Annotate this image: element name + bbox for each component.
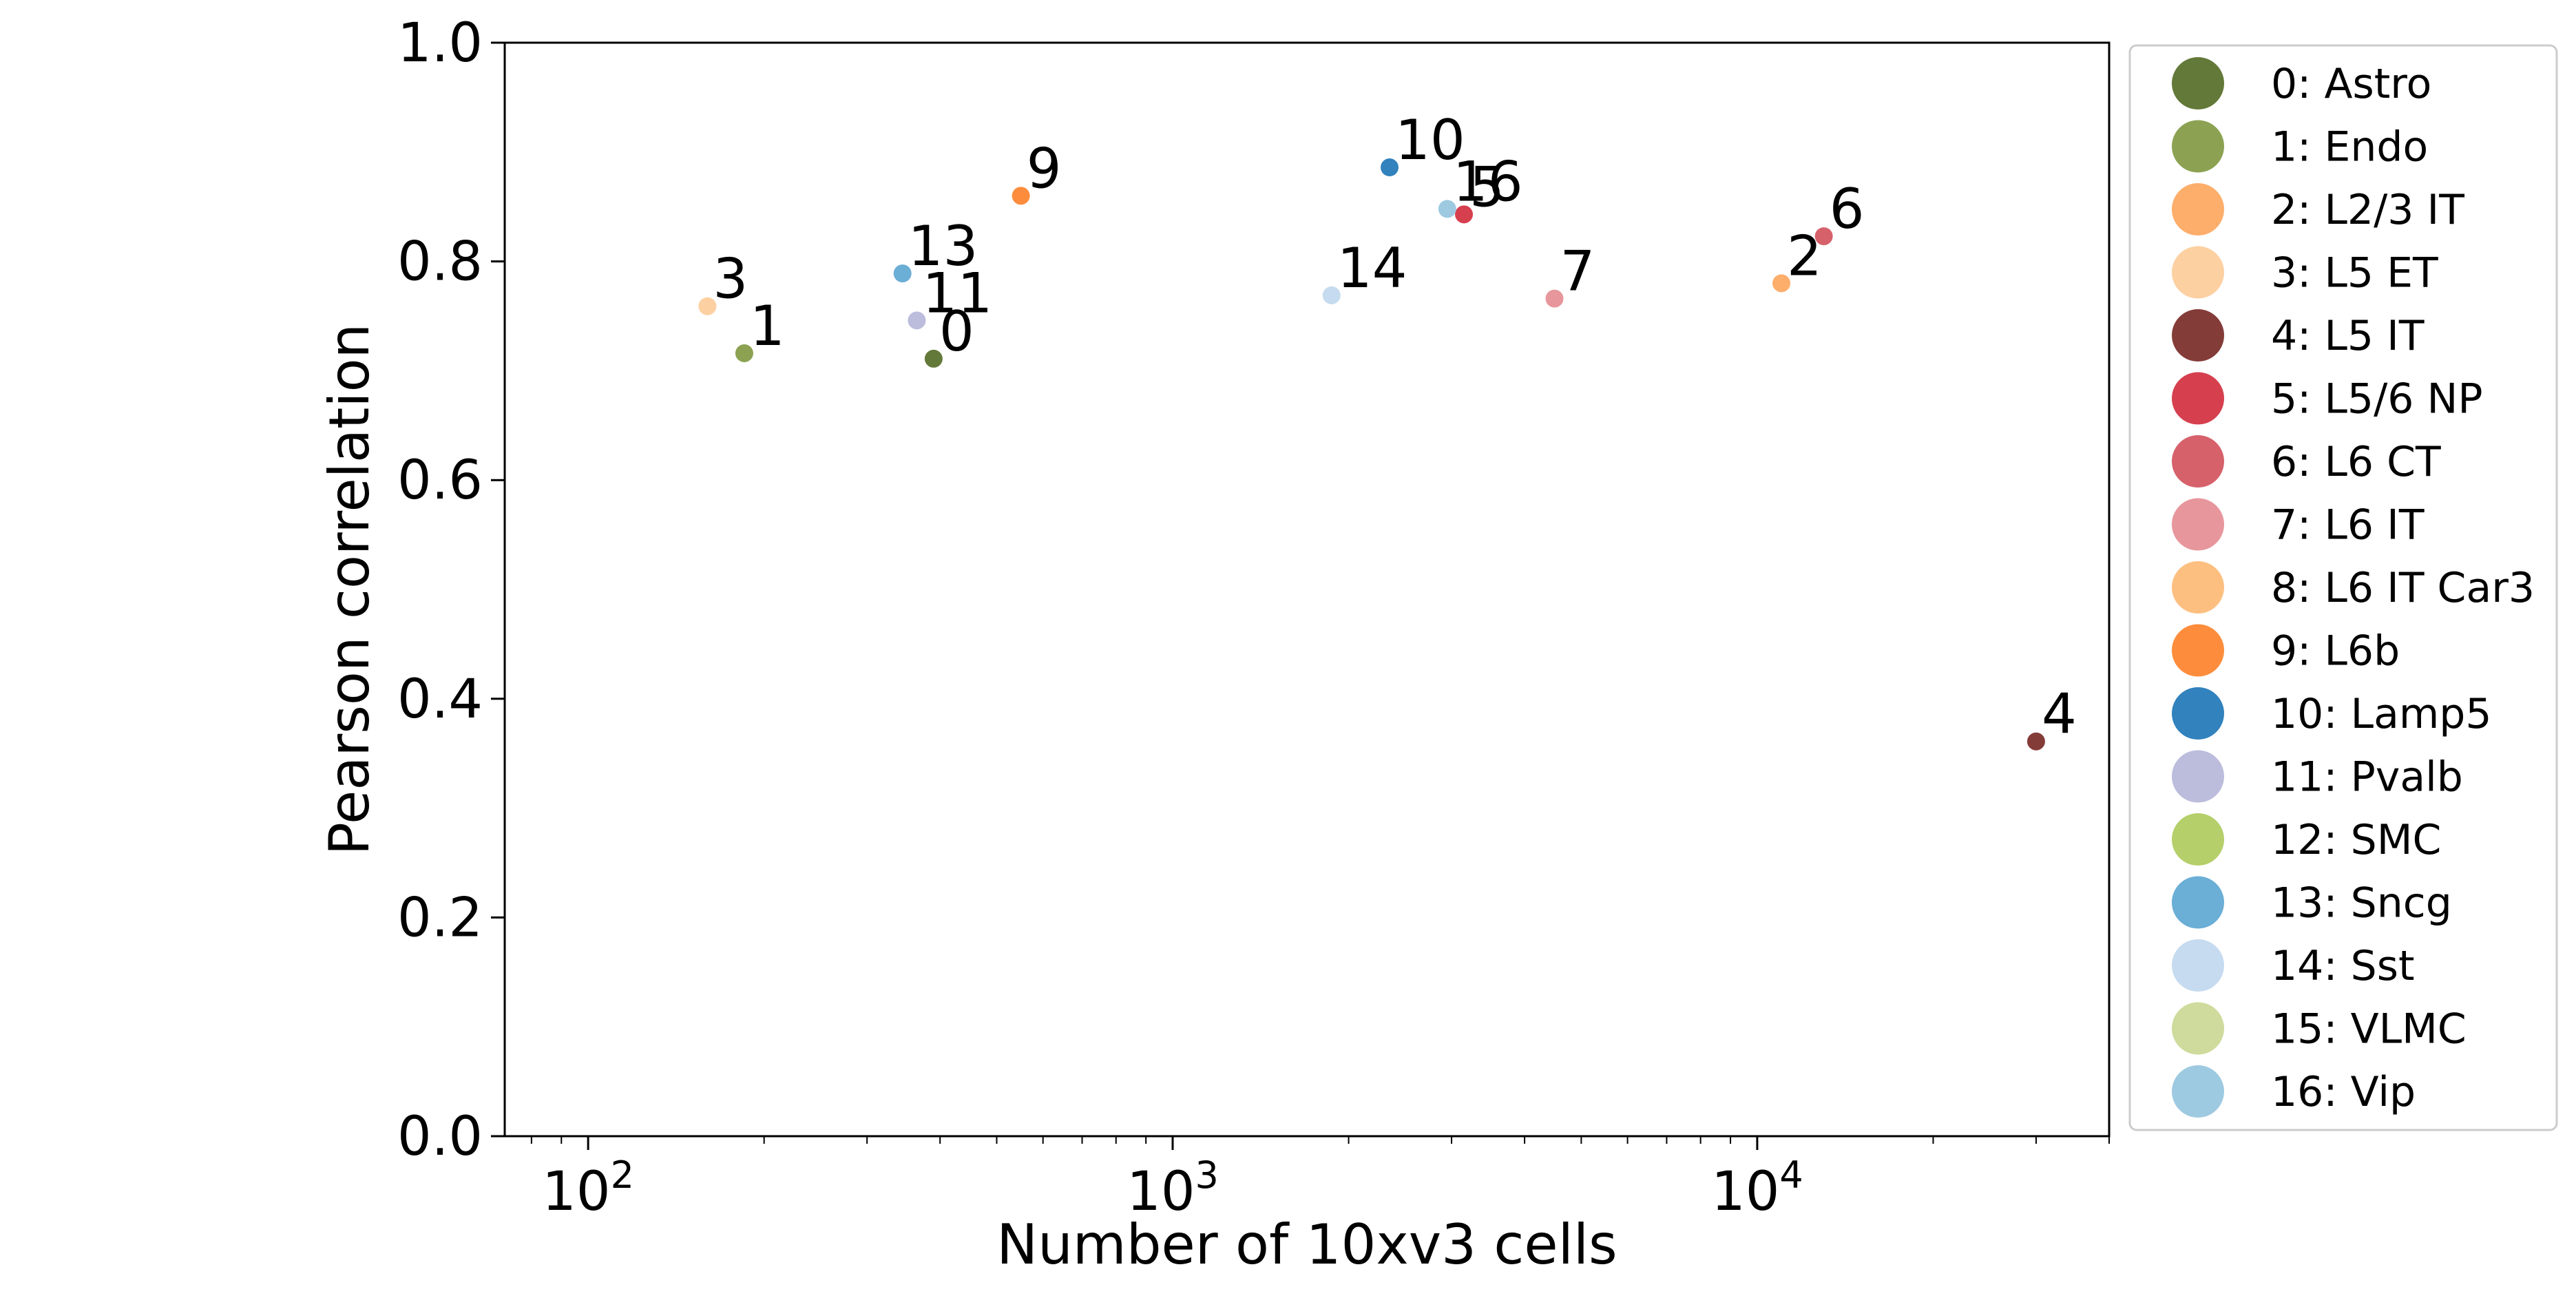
legend-marker	[2172, 183, 2224, 235]
legend-marker	[2172, 309, 2224, 362]
legend-label: 14: Sst	[2271, 942, 2415, 990]
legend-label: 11: Pvalb	[2271, 753, 2463, 802]
y-axis-label: Pearson correlation	[317, 324, 381, 856]
data-point	[1322, 286, 1341, 304]
legend-marker	[2172, 624, 2224, 677]
point-label: 5	[1469, 155, 1505, 219]
point-label: 3	[713, 247, 748, 311]
legend-marker	[2172, 750, 2224, 803]
legend-label: 1: Endo	[2271, 123, 2428, 171]
point-label: 13	[908, 214, 978, 278]
point-label: 16	[1453, 149, 1523, 213]
y-tick-label: 1.0	[397, 12, 483, 74]
data-point	[1545, 289, 1564, 308]
legend-label: 16: Vip	[2271, 1068, 2416, 1116]
point-label: 7	[1560, 240, 1595, 304]
data-point	[1012, 187, 1030, 205]
data-point	[1381, 158, 1399, 177]
data-point	[1772, 274, 1791, 293]
legend-marker	[2172, 1065, 2224, 1118]
legend-label: 12: SMC	[2271, 816, 2441, 864]
y-tick-label: 0.8	[397, 231, 483, 293]
point-label: 11	[922, 261, 992, 325]
x-tick-label: 102	[542, 1153, 634, 1223]
legend-label: 9: L6b	[2271, 627, 2400, 676]
point-label: 6	[1830, 177, 1865, 241]
legend-marker	[2172, 876, 2224, 929]
legend-label: 3: L5 ET	[2271, 249, 2438, 297]
legend-label: 15: VLMC	[2271, 1005, 2467, 1054]
point-label: 9	[1027, 136, 1062, 200]
legend-label: 7: L6 IT	[2271, 501, 2425, 549]
data-point	[1814, 227, 1833, 246]
legend-label: 4: L5 IT	[2271, 312, 2425, 360]
legend-frame	[2128, 44, 2558, 1131]
data-point	[908, 311, 926, 330]
data-point	[1455, 205, 1474, 224]
y-axis-ticks: 0.0 0.2 0.4 0.6 0.8 1.0	[397, 12, 505, 1168]
data-point	[2027, 732, 2045, 751]
x-axis-label: Number of 10xv3 cells	[996, 1213, 1617, 1277]
legend-label: 2: L2/3 IT	[2271, 186, 2464, 234]
data-point	[1438, 200, 1456, 218]
legend-label: 6: L6 CT	[2271, 438, 2441, 486]
legend-marker	[2172, 120, 2224, 173]
legend-marker	[2172, 435, 2224, 488]
legend-label: 10: Lamp5	[2271, 690, 2492, 738]
x-tick-label: 104	[1711, 1153, 1803, 1223]
y-tick-label: 0.2	[397, 887, 483, 949]
data-point	[735, 344, 753, 362]
x-axis-ticks: 102 103 104	[530, 1136, 2110, 1223]
legend: 0: Astro 1: Endo 2: L2/3 IT 3: L5 ET 4: L5 I…	[2128, 44, 2558, 1131]
data-point	[893, 264, 912, 283]
y-tick-label: 0.0	[397, 1106, 483, 1168]
data-point	[698, 297, 717, 315]
legend-marker	[2172, 687, 2224, 740]
legend-label: 5: L5/6 NP	[2271, 375, 2483, 423]
y-tick-label: 0.6	[397, 450, 483, 512]
legend-marker	[2172, 246, 2224, 299]
legend-marker	[2172, 57, 2224, 109]
point-label: 0	[939, 300, 974, 364]
legend-marker	[2172, 561, 2224, 614]
point-label: 1	[750, 294, 785, 358]
data-point	[924, 349, 943, 368]
legend-label: 8: L6 IT Car3	[2271, 564, 2535, 612]
plot-area	[503, 41, 2111, 1138]
legend-marker	[2172, 498, 2224, 551]
legend-marker	[2172, 372, 2224, 425]
point-label: 4	[2042, 682, 2077, 746]
legend-items: 0: Astro 1: Endo 2: L2/3 IT 3: L5 ET 4: L5 I…	[2172, 57, 2535, 1118]
legend-marker	[2172, 939, 2224, 992]
y-tick-label: 0.4	[397, 669, 483, 731]
legend-label: 13: Sncg	[2271, 879, 2452, 928]
legend-marker	[2172, 813, 2224, 866]
legend-marker	[2172, 1002, 2224, 1055]
legend-label: 0: Astro	[2271, 60, 2431, 108]
point-label: 14	[1337, 236, 1407, 300]
point-label: 10	[1395, 108, 1465, 172]
x-tick-label: 103	[1127, 1153, 1219, 1223]
